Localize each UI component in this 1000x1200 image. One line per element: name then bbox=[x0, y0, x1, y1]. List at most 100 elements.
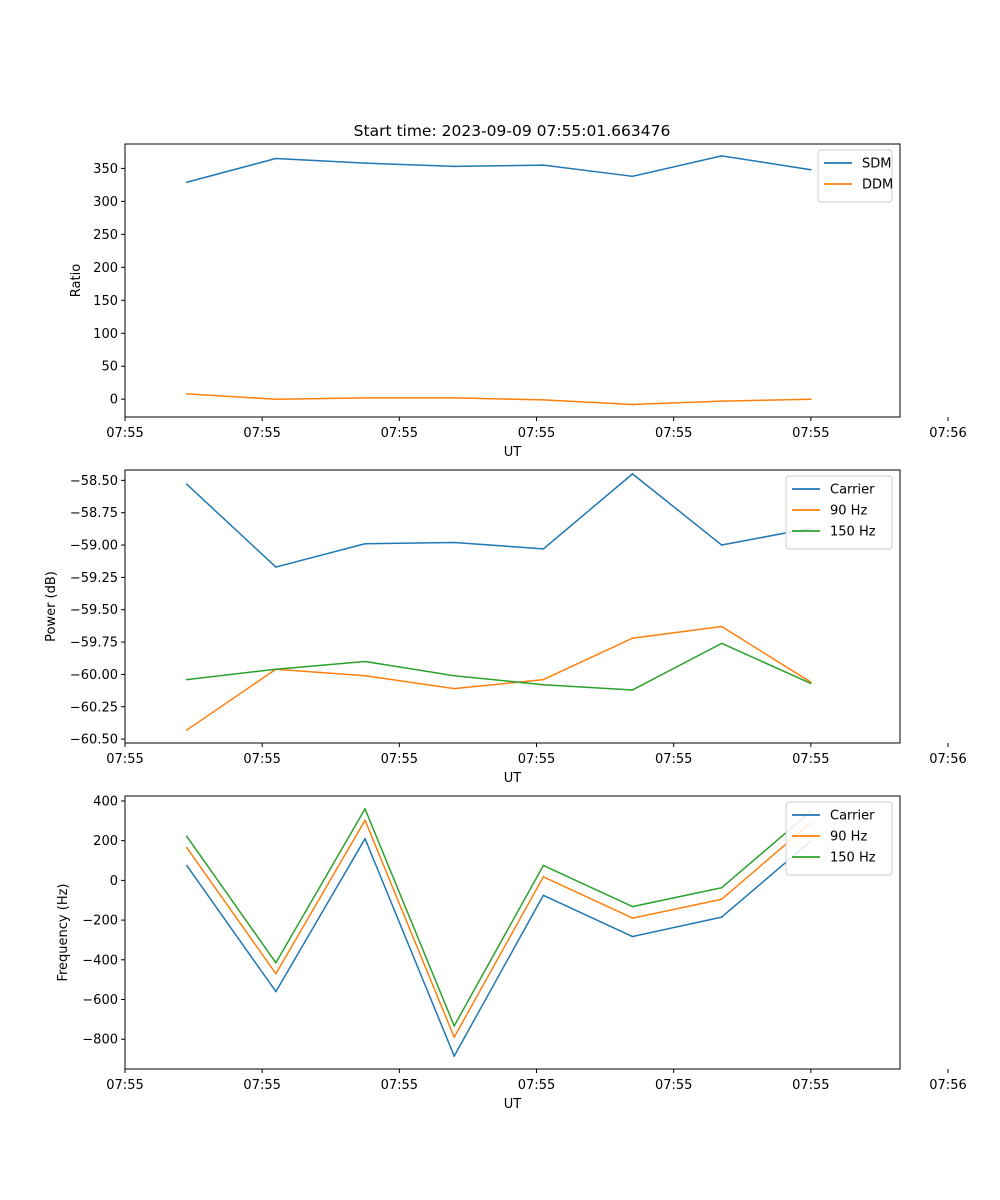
data-point-carrier bbox=[185, 864, 188, 867]
data-point-carrier bbox=[631, 473, 634, 475]
data-point-90-hz bbox=[542, 876, 545, 878]
data-point-carrier bbox=[542, 894, 545, 897]
data-point-150-hz bbox=[542, 683, 545, 686]
data-point-sdm bbox=[542, 164, 545, 166]
data-point-carrier bbox=[364, 837, 366, 840]
x-tick-label: 07:55 bbox=[655, 1078, 692, 1093]
data-point-150-hz bbox=[631, 905, 634, 908]
y-tick-label: 250 bbox=[93, 228, 118, 243]
series-line-150-hz bbox=[186, 642, 812, 691]
data-point-90-hz bbox=[720, 625, 723, 628]
data-point-90-hz bbox=[720, 898, 723, 901]
data-point-ddm bbox=[364, 397, 366, 399]
panel-ratio: 07:55 07:55 07:55 07:55 07:55 07:55 07:56 0 50 10… bbox=[69, 143, 967, 460]
x-tick-label: 07:56 bbox=[929, 752, 966, 767]
y-tick-label: −200 bbox=[82, 914, 118, 929]
x-tick-label: 07:55 bbox=[655, 752, 692, 767]
x-tick-label: 07:56 bbox=[929, 426, 966, 441]
x-tick-label: 07:55 bbox=[655, 426, 692, 441]
data-point-carrier bbox=[275, 990, 277, 993]
y-tick-label: −59.50 bbox=[70, 603, 118, 618]
y-axis-label: Frequency (Hz) bbox=[56, 883, 71, 981]
y-tick-label: −60.25 bbox=[70, 700, 118, 715]
data-point-150-hz bbox=[810, 682, 812, 685]
x-tick-label: 07:55 bbox=[518, 1078, 555, 1093]
data-point-sdm bbox=[810, 168, 812, 171]
data-point-carrier bbox=[631, 935, 634, 938]
data-point-carrier bbox=[364, 542, 366, 545]
data-point-carrier bbox=[453, 1055, 456, 1057]
legend-label-150-hz: 150 Hz bbox=[830, 851, 876, 866]
panel-frequency: 07:55 07:55 07:55 07:55 07:55 07:55 07:56 −800 −… bbox=[56, 794, 967, 1112]
y-tick-label: −58.50 bbox=[70, 474, 118, 489]
y-tick-label: 300 bbox=[93, 195, 118, 210]
y-tick-label: 50 bbox=[101, 360, 118, 375]
data-point-150-hz bbox=[364, 808, 366, 810]
data-point-90-hz bbox=[631, 637, 634, 639]
data-point-ddm bbox=[720, 400, 723, 402]
x-tick-label: 07:55 bbox=[518, 752, 555, 767]
data-point-ddm bbox=[542, 399, 545, 401]
x-axis-label: UT bbox=[504, 445, 522, 460]
data-point-150-hz bbox=[275, 668, 277, 671]
data-point-90-hz bbox=[185, 846, 188, 849]
y-tick-label: −59.25 bbox=[70, 571, 118, 586]
data-point-ddm bbox=[631, 403, 634, 406]
axes-frame-power bbox=[124, 469, 901, 744]
x-tick-label: 07:55 bbox=[381, 426, 418, 441]
data-point-150-hz bbox=[185, 678, 188, 681]
y-tick-label: 0 bbox=[110, 874, 118, 889]
y-tick-label: −600 bbox=[82, 993, 118, 1008]
x-tick-label: 07:55 bbox=[518, 426, 555, 441]
x-tick-label: 07:55 bbox=[106, 426, 143, 441]
data-point-ddm bbox=[185, 393, 188, 395]
legend-label-carrier: Carrier bbox=[830, 809, 875, 824]
legend-label-carrier: Carrier bbox=[830, 483, 875, 498]
y-tick-label: −60.00 bbox=[70, 668, 118, 683]
legend-label-ddm: DDM bbox=[862, 178, 893, 193]
y-tick-label: −400 bbox=[82, 953, 118, 968]
y-tick-label: −59.75 bbox=[70, 636, 118, 651]
y-axis-label: Ratio bbox=[69, 264, 84, 297]
data-point-90-hz bbox=[364, 819, 366, 822]
data-point-carrier bbox=[275, 566, 277, 568]
y-tick-label: −60.50 bbox=[70, 733, 118, 748]
data-point-ddm bbox=[275, 398, 277, 400]
series-line-ddm bbox=[186, 393, 811, 406]
data-point-carrier bbox=[453, 541, 456, 544]
data-point-90-hz bbox=[364, 674, 366, 677]
x-tick-label: 07:55 bbox=[381, 1078, 418, 1093]
x-tick-label: 07:55 bbox=[243, 752, 280, 767]
axes-frame-frequency bbox=[124, 795, 901, 1070]
data-point-150-hz bbox=[453, 674, 456, 677]
legend-label-sdm: SDM bbox=[862, 157, 891, 172]
series-line-carrier bbox=[186, 837, 812, 1057]
x-axis-label: UT bbox=[504, 771, 522, 786]
y-tick-label: 0 bbox=[110, 393, 118, 408]
x-axis-label: UT bbox=[504, 1097, 522, 1112]
legend-frequency: Carrier 90 Hz 150 Hz bbox=[785, 801, 893, 876]
x-tick-label: 07:55 bbox=[792, 752, 829, 767]
y-tick-label: −59.00 bbox=[70, 539, 118, 554]
y-tick-label: 200 bbox=[93, 834, 118, 849]
data-point-150-hz bbox=[453, 1025, 456, 1027]
data-point-90-hz bbox=[631, 917, 634, 919]
series-line-carrier bbox=[186, 473, 811, 568]
x-tick-label: 07:55 bbox=[792, 1078, 829, 1093]
data-point-90-hz bbox=[542, 678, 545, 681]
data-point-150-hz bbox=[720, 886, 723, 889]
data-point-ddm bbox=[453, 397, 456, 399]
x-tick-label: 07:55 bbox=[243, 426, 280, 441]
y-tick-label: 150 bbox=[93, 294, 118, 309]
y-tick-label: 100 bbox=[93, 327, 118, 342]
data-point-ddm bbox=[810, 398, 812, 400]
y-tick-label: −58.75 bbox=[70, 506, 118, 521]
series-line-90-hz bbox=[186, 625, 812, 731]
x-tick-label: 07:55 bbox=[792, 426, 829, 441]
x-tick-label: 07:55 bbox=[106, 752, 143, 767]
data-point-sdm bbox=[631, 175, 634, 178]
data-point-150-hz bbox=[364, 660, 366, 663]
data-point-90-hz bbox=[453, 687, 456, 690]
y-tick-label: −800 bbox=[82, 1033, 118, 1048]
